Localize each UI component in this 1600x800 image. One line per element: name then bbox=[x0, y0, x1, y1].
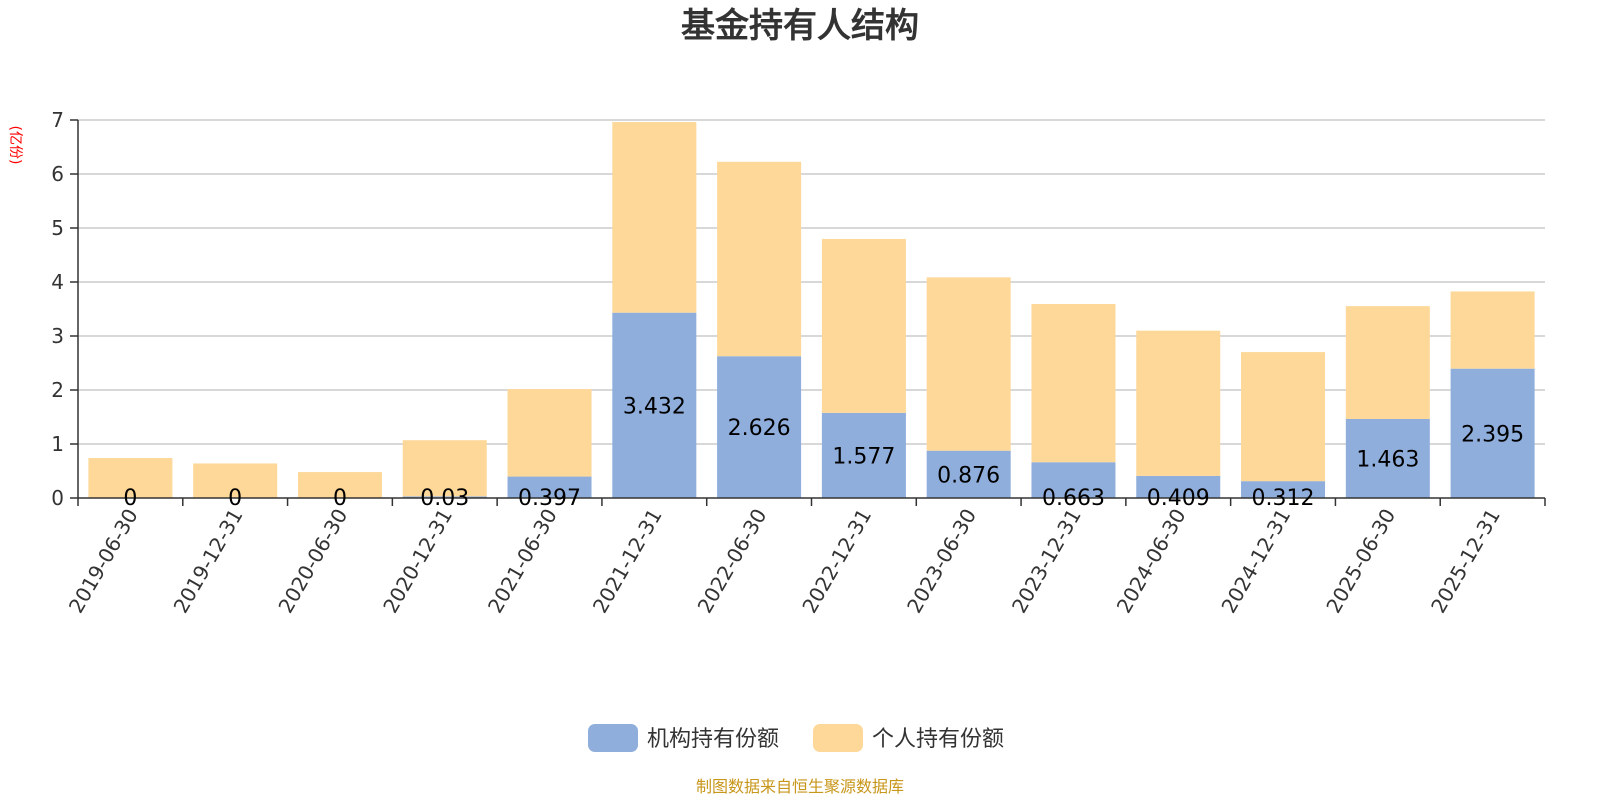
bar-individual bbox=[1136, 330, 1221, 476]
data-label: 1.577 bbox=[832, 444, 895, 469]
bar-individual bbox=[193, 463, 278, 498]
bar-individual bbox=[1031, 303, 1116, 463]
data-label: 0 bbox=[228, 486, 242, 511]
bar-individual bbox=[1345, 306, 1430, 419]
chart-title: 基金持有人结构 bbox=[681, 6, 919, 46]
legend: 机构持有份额 个人持有份额 bbox=[588, 724, 1004, 752]
bar-institutional bbox=[1450, 368, 1535, 498]
y-tick-label: 1 bbox=[51, 432, 64, 456]
x-tick-label: 2021-12-31 bbox=[588, 505, 667, 618]
data-source-note: 制图数据来自恒生聚源数据库 bbox=[696, 777, 904, 796]
bar-individual bbox=[88, 458, 173, 498]
data-label: 1.463 bbox=[1356, 447, 1419, 472]
bar-individual bbox=[1241, 352, 1326, 482]
bar-institutional bbox=[1031, 462, 1116, 498]
y-axis-unit-label: (亿份) bbox=[7, 126, 23, 165]
legend-label: 机构持有份额 bbox=[647, 727, 779, 752]
data-label: 0.397 bbox=[518, 486, 581, 511]
bar-individual bbox=[297, 472, 382, 498]
bar-individual bbox=[402, 440, 487, 497]
legend-swatch bbox=[588, 724, 638, 752]
bar-individual bbox=[507, 389, 592, 477]
y-tick-label: 4 bbox=[51, 270, 64, 294]
y-tick-label: 0 bbox=[51, 486, 64, 510]
bar-institutional bbox=[821, 412, 906, 498]
x-tick-label: 2025-06-30 bbox=[1321, 505, 1400, 618]
data-label: 0.409 bbox=[1147, 486, 1210, 511]
y-tick-label: 3 bbox=[51, 324, 64, 348]
x-tick-label: 2019-06-30 bbox=[64, 505, 143, 618]
data-label: 0.03 bbox=[420, 486, 469, 511]
data-label: 0.876 bbox=[937, 463, 1000, 488]
bar-institutional bbox=[507, 476, 592, 498]
x-tick-label: 2023-06-30 bbox=[902, 505, 981, 618]
data-label: 0 bbox=[123, 486, 137, 511]
x-tick-label: 2021-06-30 bbox=[483, 505, 562, 618]
bar-individual bbox=[612, 122, 697, 313]
y-tick-label: 7 bbox=[51, 108, 64, 132]
x-tick-label: 2020-06-30 bbox=[273, 505, 352, 618]
bar-individual bbox=[717, 161, 802, 357]
data-label: 3.432 bbox=[623, 394, 686, 419]
bar-institutional bbox=[1136, 475, 1221, 498]
x-tick-label: 2024-12-31 bbox=[1216, 505, 1295, 618]
data-label: 0.312 bbox=[1252, 486, 1315, 511]
axes bbox=[70, 119, 1546, 506]
bar-individual bbox=[821, 238, 906, 413]
y-tick-label: 2 bbox=[51, 378, 64, 402]
x-tick-label: 2020-12-31 bbox=[378, 505, 457, 618]
x-tick-label: 2024-06-30 bbox=[1112, 505, 1191, 618]
bar-institutional bbox=[1345, 418, 1430, 498]
x-tick-label: 2023-12-31 bbox=[1007, 505, 1086, 618]
x-tick-label: 2025-12-31 bbox=[1426, 505, 1505, 618]
legend-label: 个人持有份额 bbox=[872, 727, 1004, 752]
bar-institutional bbox=[926, 450, 1011, 498]
y-tick-label: 6 bbox=[51, 162, 64, 186]
data-label: 2.626 bbox=[728, 416, 791, 441]
data-label: 0 bbox=[333, 486, 347, 511]
bar-institutional bbox=[612, 312, 697, 498]
x-tick-label: 2022-12-31 bbox=[797, 505, 876, 618]
bar-institutional bbox=[1241, 481, 1326, 498]
bar-institutional bbox=[402, 496, 487, 498]
bar-individual bbox=[1450, 291, 1535, 369]
y-tick-label: 5 bbox=[51, 216, 64, 240]
bars bbox=[88, 122, 1535, 498]
gridlines bbox=[78, 119, 1545, 445]
bar-institutional bbox=[717, 356, 802, 498]
x-tick-label: 2019-12-31 bbox=[169, 505, 248, 618]
legend-swatch bbox=[813, 724, 863, 752]
data-labels: 0 0 0 0.03 0.397 3.432 2.626 1.577 0.876 0.663 0.4… bbox=[123, 394, 1524, 511]
x-tick-label: 2022-06-30 bbox=[693, 505, 772, 618]
data-label: 2.395 bbox=[1461, 422, 1524, 447]
bar-individual bbox=[926, 277, 1011, 451]
data-label: 0.663 bbox=[1042, 486, 1105, 511]
